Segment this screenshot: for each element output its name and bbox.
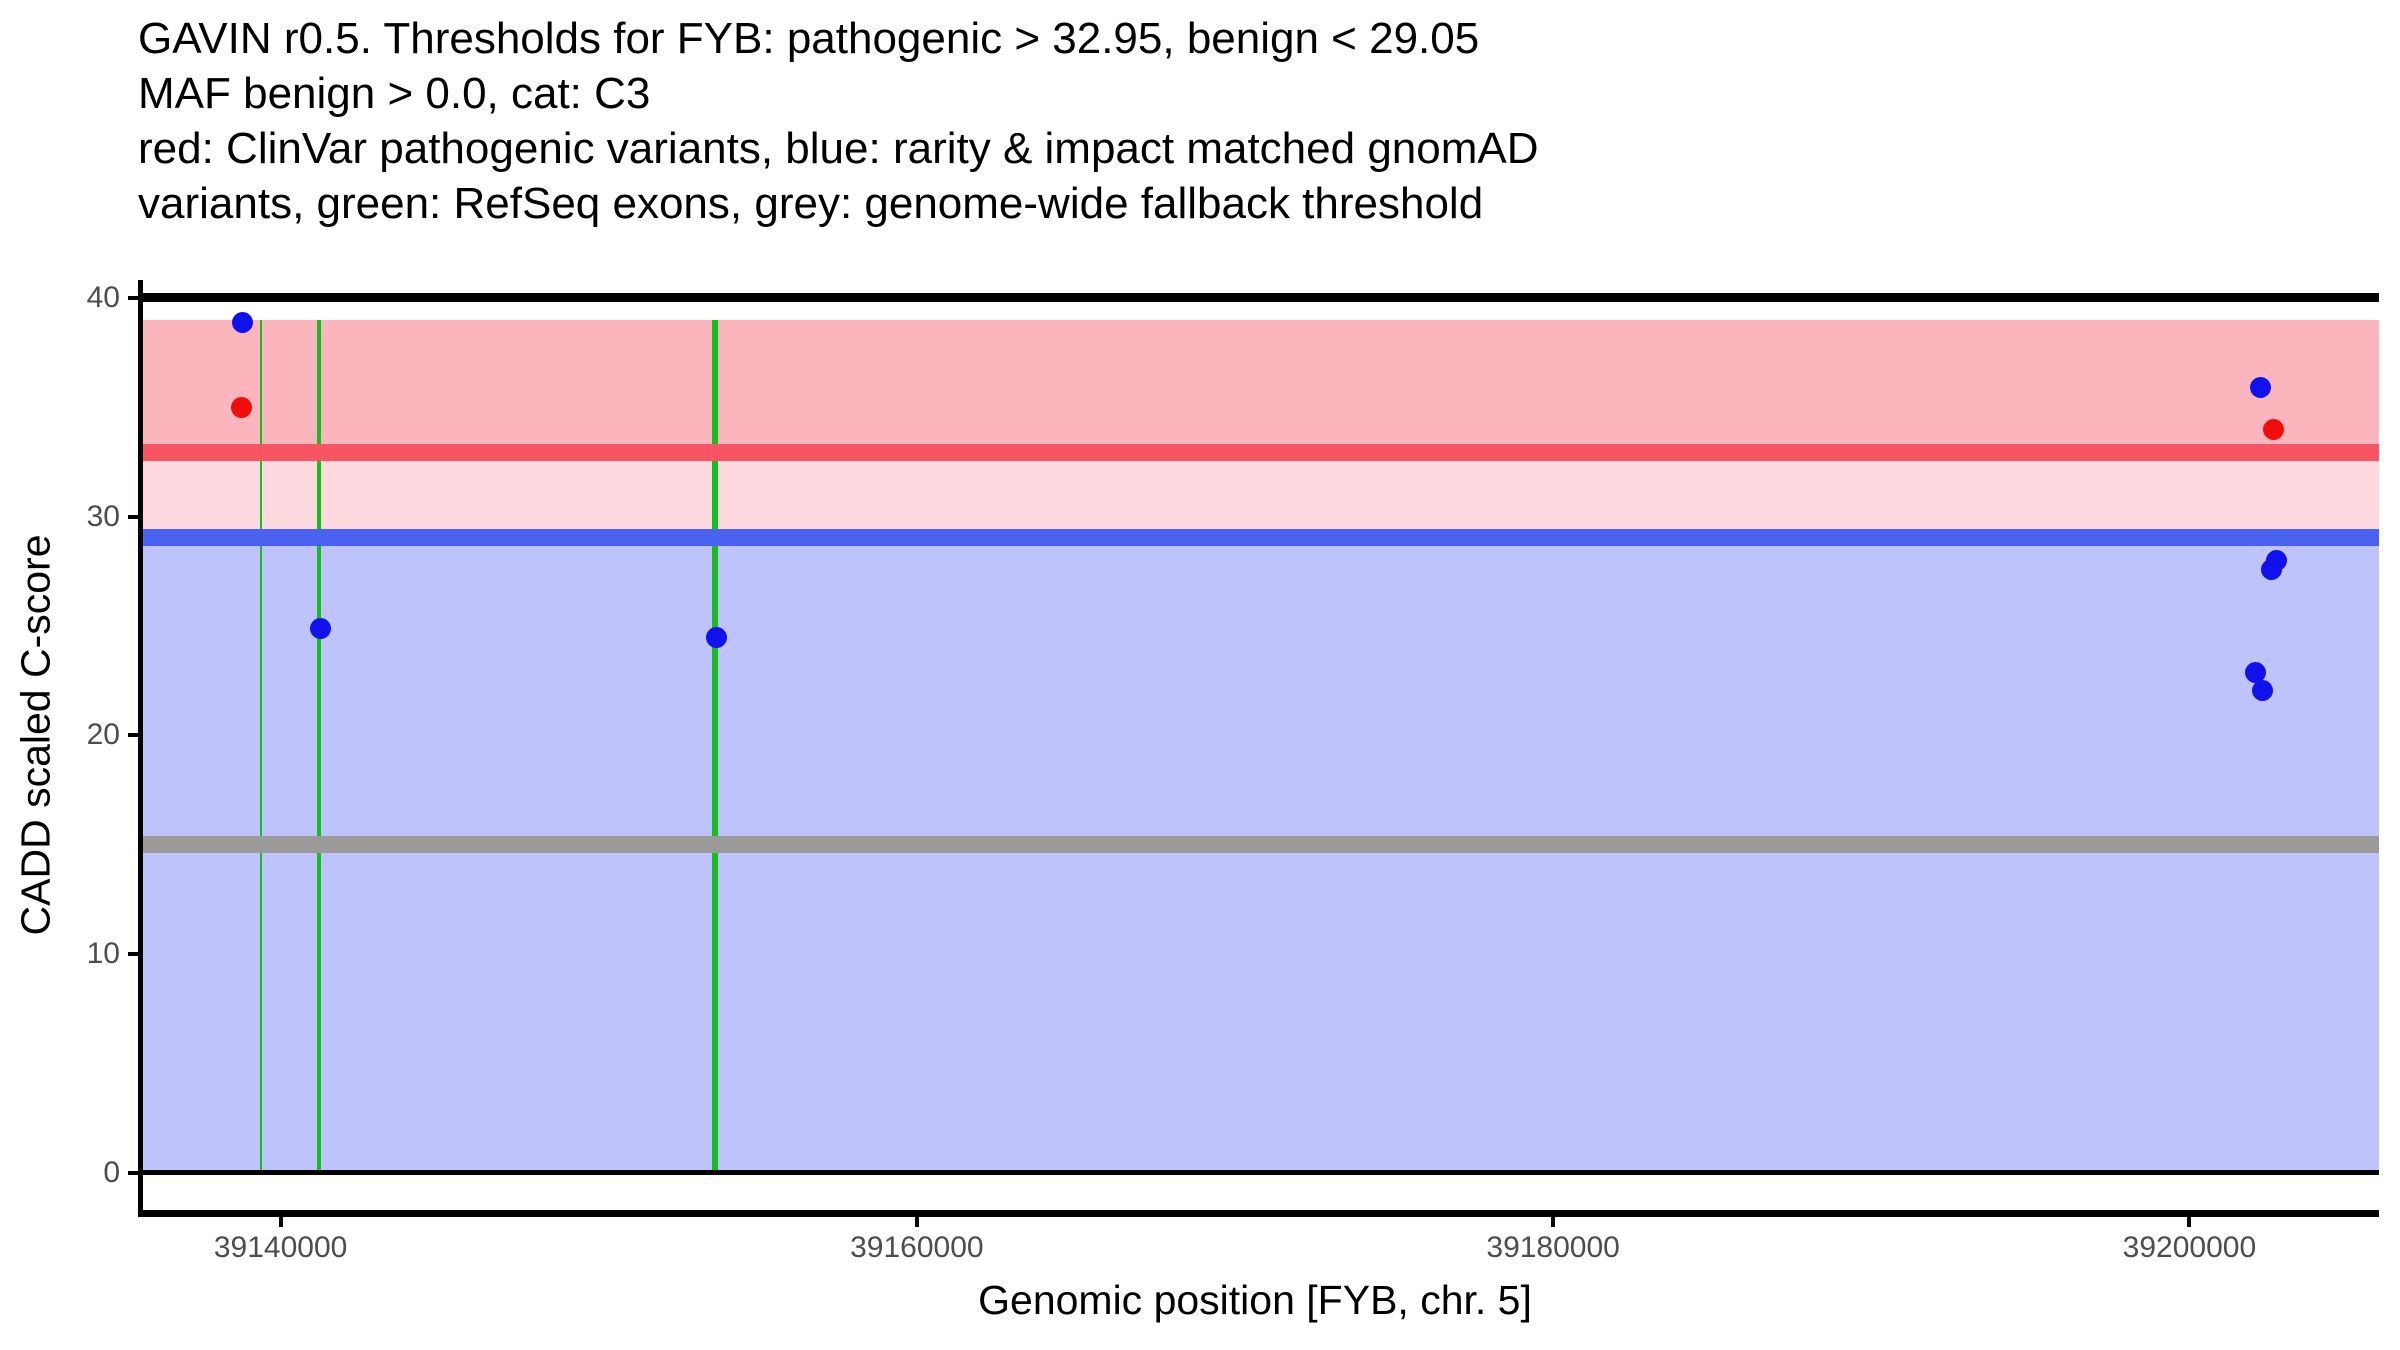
y-tick-mark xyxy=(128,295,138,300)
y-tick-mark xyxy=(128,952,138,957)
benign-threshold-line xyxy=(140,528,2379,546)
x-axis-line xyxy=(138,1210,2379,1217)
y-axis-line xyxy=(138,280,143,1217)
x-tick-label: 39180000 xyxy=(1486,1231,1620,1264)
x-tick-mark xyxy=(1551,1217,1556,1227)
y-tick-label: 20 xyxy=(86,718,120,752)
frame-line-zero xyxy=(138,1170,2379,1176)
gnomad-variant-point xyxy=(232,311,254,333)
pathogenic-region xyxy=(140,319,2379,453)
pathogenic-threshold-line xyxy=(140,443,2379,461)
chart-title-line-1: GAVIN r0.5. Thresholds for FYB: pathogen… xyxy=(138,14,1480,63)
chart-title-line-4: variants, green: RefSeq exons, grey: gen… xyxy=(138,179,1484,228)
clinvar-variant-point xyxy=(231,396,253,418)
fallback-threshold-line xyxy=(140,836,2379,854)
gnomad-variant-point xyxy=(2249,377,2271,399)
y-tick-label: 0 xyxy=(103,1155,120,1189)
gnomad-variant-point xyxy=(2245,661,2267,683)
x-tick-label: 39140000 xyxy=(213,1231,348,1264)
refseq-exon xyxy=(260,319,263,1173)
clinvar-variant-point xyxy=(2262,418,2284,440)
x-tick-mark xyxy=(914,1217,919,1227)
y-tick-mark xyxy=(128,1170,138,1175)
frame-line-top xyxy=(138,293,2379,303)
gnomad-variant-point xyxy=(705,626,727,648)
x-tick-label: 39160000 xyxy=(850,1231,984,1264)
gnomad-variant-point xyxy=(2261,558,2283,580)
chart-title-line-2: MAF benign > 0.0, cat: C3 xyxy=(138,69,651,118)
chart-title-line-3: red: ClinVar pathogenic variants, blue: … xyxy=(138,124,1539,173)
gnomad-variant-point xyxy=(2252,680,2274,702)
y-tick-label: 10 xyxy=(86,937,120,971)
refseq-exon xyxy=(712,319,719,1173)
x-tick-label: 39200000 xyxy=(2122,1231,2257,1264)
y-tick-label: 30 xyxy=(86,499,120,533)
refseq-exon xyxy=(317,319,322,1173)
gnomad-variant-point xyxy=(309,617,331,639)
intermediate-region xyxy=(140,452,2379,538)
x-axis-title: Genomic position [FYB, chr. 5] xyxy=(978,1277,1532,1323)
benign-region xyxy=(140,537,2379,1173)
y-tick-label: 40 xyxy=(86,280,120,314)
x-tick-mark xyxy=(278,1217,283,1227)
chart-title: GAVIN r0.5. Thresholds for FYB: pathogen… xyxy=(138,11,1539,231)
y-tick-mark xyxy=(128,733,138,738)
x-tick-mark xyxy=(2187,1217,2192,1227)
y-tick-mark xyxy=(128,514,138,519)
